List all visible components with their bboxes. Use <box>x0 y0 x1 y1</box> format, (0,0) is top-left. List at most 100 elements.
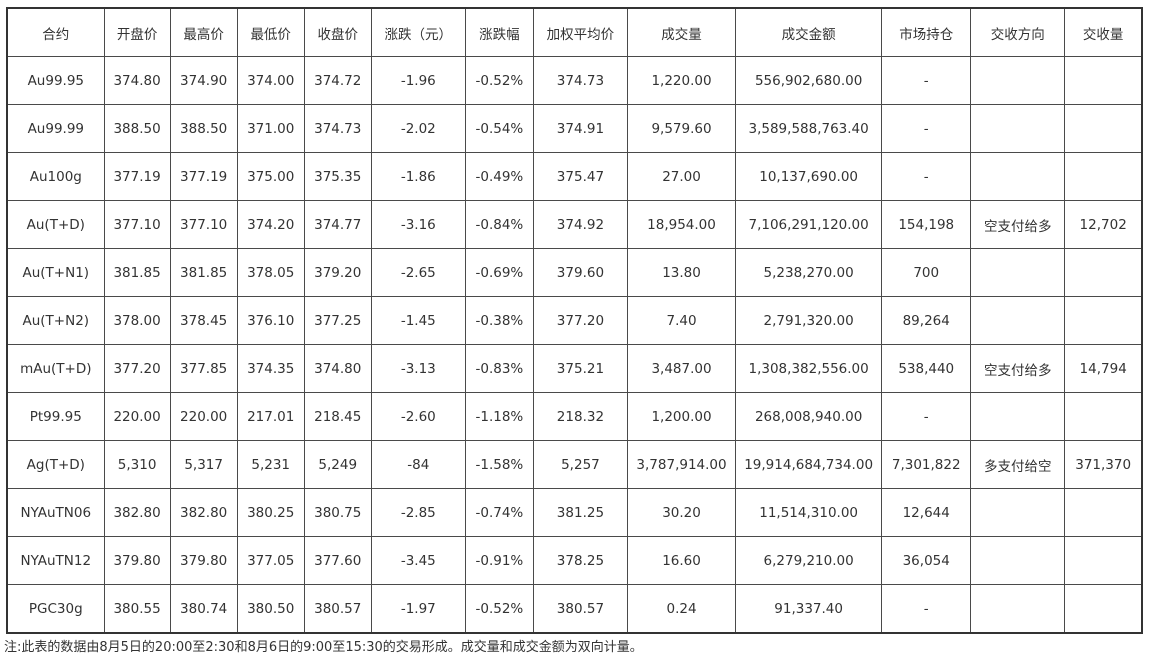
table-cell <box>1064 56 1143 105</box>
table-cell: 380.74 <box>169 584 238 634</box>
table-cell: -0.49% <box>464 152 534 201</box>
table-cell: 380.25 <box>236 488 305 537</box>
table-cell: 377.20 <box>532 296 628 345</box>
table-cell: 377.25 <box>303 296 372 345</box>
table-cell: 91,337.40 <box>735 584 883 634</box>
table-cell: -0.52% <box>464 56 534 105</box>
table-cell: 377.60 <box>303 536 372 585</box>
table-cell: 377.10 <box>169 200 238 249</box>
table-cell: 220.00 <box>103 392 171 441</box>
table-row: Au99.95 374.80 374.90 374.00 374.72 -1.96 -0.5… <box>6 56 1143 105</box>
table-cell: -1.97 <box>370 584 466 634</box>
table-cell <box>970 488 1066 537</box>
table-cell: 217.01 <box>236 392 305 441</box>
table-cell: 380.57 <box>532 584 628 634</box>
table-cell: 10,137,690.00 <box>735 152 883 201</box>
table-cell: -84 <box>370 440 466 489</box>
table-cell: -2.65 <box>370 248 466 297</box>
table-cell: 0.24 <box>626 584 737 634</box>
table-cell: -2.85 <box>370 488 466 537</box>
table-cell: -0.54% <box>464 104 534 153</box>
table-cell: 1,220.00 <box>626 56 737 105</box>
table-cell: -2.60 <box>370 392 466 441</box>
table-cell: 12,702 <box>1064 200 1143 249</box>
column-header: 收盘价 <box>303 7 372 57</box>
table-cell: 377.85 <box>169 344 238 393</box>
table-cell <box>970 536 1066 585</box>
table-cell: - <box>881 584 972 634</box>
table-cell: 377.19 <box>103 152 171 201</box>
table-cell: 5,231 <box>236 440 305 489</box>
table-cell: 多支付给空 <box>970 440 1066 489</box>
table-cell: 374.73 <box>303 104 372 153</box>
table-cell <box>1064 488 1143 537</box>
table-cell <box>970 152 1066 201</box>
contract-name-cell: Au99.95 <box>6 56 105 105</box>
table-cell: 556,902,680.00 <box>735 56 883 105</box>
table-cell: 5,310 <box>103 440 171 489</box>
table-cell <box>970 104 1066 153</box>
table-cell: -0.83% <box>464 344 534 393</box>
table-cell: -0.69% <box>464 248 534 297</box>
table-cell <box>1064 536 1143 585</box>
table-row: Ag(T+D) 5,310 5,317 5,231 5,249 -84 -1.58% 5,25… <box>6 440 1143 489</box>
table-cell: 7.40 <box>626 296 737 345</box>
table-cell: 3,589,588,763.40 <box>735 104 883 153</box>
contract-name-cell: Au(T+D) <box>6 200 105 249</box>
table-cell <box>1064 248 1143 297</box>
table-cell <box>970 392 1066 441</box>
table-cell: 375.35 <box>303 152 372 201</box>
table-cell <box>1064 392 1143 441</box>
table-row: NYAuTN12 379.80 379.80 377.05 377.60 -3.45 -0.… <box>6 536 1143 585</box>
table-cell: 374.35 <box>236 344 305 393</box>
table-cell: - <box>881 104 972 153</box>
table-cell: -1.58% <box>464 440 534 489</box>
contract-name-cell: mAu(T+D) <box>6 344 105 393</box>
table-cell: 377.19 <box>169 152 238 201</box>
column-header: 最低价 <box>236 7 305 57</box>
table-cell <box>1064 584 1143 634</box>
table-cell: 3,487.00 <box>626 344 737 393</box>
column-header: 涨跌（元） <box>370 7 466 57</box>
table-cell <box>1064 104 1143 153</box>
table-cell: 1,308,382,556.00 <box>735 344 883 393</box>
table-row: PGC30g 380.55 380.74 380.50 380.57 -1.97 -0.52… <box>6 584 1143 634</box>
table-cell: -0.38% <box>464 296 534 345</box>
table-cell: -0.84% <box>464 200 534 249</box>
table-cell: 空支付给多 <box>970 344 1066 393</box>
table-cell: 375.47 <box>532 152 628 201</box>
column-header: 成交量 <box>626 7 737 57</box>
table-cell: 374.80 <box>103 56 171 105</box>
table-cell: 13.80 <box>626 248 737 297</box>
table-cell: 374.77 <box>303 200 372 249</box>
table-cell: 380.55 <box>103 584 171 634</box>
table-cell: 379.60 <box>532 248 628 297</box>
table-cell: -2.02 <box>370 104 466 153</box>
table-cell: 5,238,270.00 <box>735 248 883 297</box>
table-cell: 19,914,684,734.00 <box>735 440 883 489</box>
table-cell: 374.00 <box>236 56 305 105</box>
table-cell: 374.20 <box>236 200 305 249</box>
table-cell: -1.18% <box>464 392 534 441</box>
table-cell: 374.73 <box>532 56 628 105</box>
table-cell: -3.45 <box>370 536 466 585</box>
table-cell: - <box>881 392 972 441</box>
table-cell: 3,787,914.00 <box>626 440 737 489</box>
table-cell: 7,106,291,120.00 <box>735 200 883 249</box>
table-cell: 380.57 <box>303 584 372 634</box>
table-cell <box>970 584 1066 634</box>
table-cell: 378.00 <box>103 296 171 345</box>
table-cell: 5,249 <box>303 440 372 489</box>
contract-name-cell: Au99.99 <box>6 104 105 153</box>
table-cell: 5,317 <box>169 440 238 489</box>
table-cell: 374.90 <box>169 56 238 105</box>
contract-name-cell: NYAuTN06 <box>6 488 105 537</box>
table-cell: - <box>881 56 972 105</box>
table-row: Au(T+N2) 378.00 378.45 376.10 377.25 -1.45 -0.… <box>6 296 1143 345</box>
table-cell: 154,198 <box>881 200 972 249</box>
table-cell: 388.50 <box>169 104 238 153</box>
table-cell <box>970 296 1066 345</box>
table-cell: 11,514,310.00 <box>735 488 883 537</box>
table-cell: 377.05 <box>236 536 305 585</box>
contract-name-cell: Au100g <box>6 152 105 201</box>
